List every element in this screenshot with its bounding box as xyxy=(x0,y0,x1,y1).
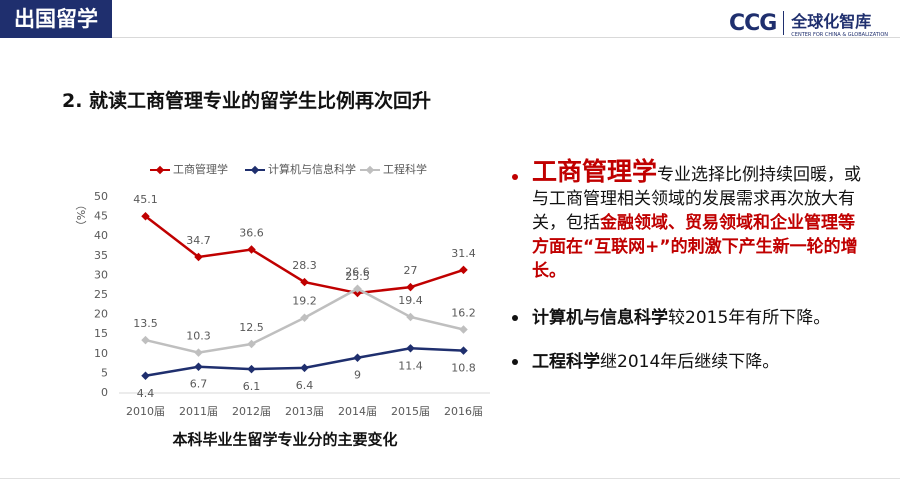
point xyxy=(300,363,309,373)
point xyxy=(353,284,362,293)
slide-title: 2. 就读工商管理专业的留学生比例再次回升 xyxy=(62,90,432,112)
logo-sep xyxy=(783,11,785,35)
y-tick-label: 20 xyxy=(94,308,108,321)
point xyxy=(194,362,203,371)
data-label: 25.5 xyxy=(345,270,370,283)
point xyxy=(300,277,309,287)
data-label: 12.5 xyxy=(239,321,264,334)
point xyxy=(459,325,468,334)
x-tick-label: 2015届 xyxy=(391,405,430,418)
logo-text: 全球化智库 CENTER FOR CHINA & GLOBALIZATION xyxy=(791,8,888,38)
data-label: 6.7 xyxy=(190,378,208,391)
data-label: 16.2 xyxy=(451,306,476,319)
point xyxy=(141,211,150,221)
logo-mark: CCG xyxy=(728,10,777,36)
point xyxy=(459,346,468,355)
y-tick-label: 40 xyxy=(94,229,108,242)
bullet: 工商管理学专业选择比例持续回暖，或与工商管理相关领域的发展需求再次放大有关，包括… xyxy=(512,157,867,283)
divider xyxy=(0,478,900,479)
y-tick-label: 30 xyxy=(94,268,108,281)
data-label: 27 xyxy=(404,264,418,277)
y-tick-label: 45 xyxy=(94,210,108,223)
data-label: 26.6 xyxy=(345,266,370,279)
y-tick-label: 5 xyxy=(101,366,108,379)
bullet-dot xyxy=(512,174,518,180)
text: 较2015年有所下降。 xyxy=(668,308,831,328)
data-label: 19.4 xyxy=(398,294,423,307)
point xyxy=(194,348,203,357)
data-label: 11.4 xyxy=(398,359,423,372)
legend-marker xyxy=(155,165,165,175)
point xyxy=(247,245,256,254)
x-tick-label: 2013届 xyxy=(285,405,324,418)
point xyxy=(141,371,150,380)
y-tick-label: 10 xyxy=(94,347,108,360)
legend-label: 工商管理学 xyxy=(173,162,228,176)
point xyxy=(141,335,150,345)
data-label: 6.1 xyxy=(243,380,261,393)
y-tick-label: 15 xyxy=(94,327,108,340)
highlight: 金融领域、贸易领域和企业管理等方面在“互联网+”的刺激下产生新一轮的增长。 xyxy=(532,213,858,281)
data-label: 4.4 xyxy=(137,387,155,400)
logo-sub: CENTER FOR CHINA & GLOBALIZATION xyxy=(791,32,888,38)
highlight: 工程科学 xyxy=(532,352,600,372)
y-tick-label: 25 xyxy=(94,288,108,301)
data-label: 13.5 xyxy=(133,317,158,330)
data-label: 9 xyxy=(354,369,361,382)
legend-label: 工程科学 xyxy=(383,162,427,176)
bullet-dot xyxy=(512,359,518,365)
y-tick-label: 0 xyxy=(101,386,108,399)
text: 继2014年后继续下降。 xyxy=(600,352,780,372)
point xyxy=(247,364,256,374)
point xyxy=(459,265,468,275)
data-label: 6.4 xyxy=(296,379,314,392)
data-label: 34.7 xyxy=(186,234,211,247)
logo-name: 全球化智库 xyxy=(791,12,872,31)
point xyxy=(353,353,362,362)
chart-title: 本科毕业生留学专业分的主要变化 xyxy=(172,431,397,449)
y-tick-label: 35 xyxy=(94,249,108,262)
text: 专业选择比例持续回暖，或与工商管理相关领域的发展需求再次放大有关，包括 xyxy=(532,165,862,233)
point xyxy=(406,344,415,353)
y-tick-label: 50 xyxy=(94,190,108,203)
y-axis-label: （%） xyxy=(74,199,87,231)
section-tag: 出国留学 xyxy=(0,0,112,38)
data-label: 28.3 xyxy=(292,259,317,272)
data-label: 31.4 xyxy=(451,247,476,260)
chart: 0 5 10 15 20 25 30 35 40 45 50 （%） 2010届 2011届 2012届 20… xyxy=(74,162,490,449)
highlight: 计算机与信息科学 xyxy=(532,308,668,328)
x-tick-label: 2012届 xyxy=(232,405,271,418)
logo: CCG 全球化智库 CENTER FOR CHINA & GLOBALIZATIO… xyxy=(728,8,888,39)
bullet-dot xyxy=(512,315,518,321)
data-label: 10.3 xyxy=(186,330,211,343)
x-tick-label: 2011届 xyxy=(179,405,218,418)
point xyxy=(247,339,256,349)
legend-marker xyxy=(250,165,260,175)
data-label: 19.2 xyxy=(292,295,317,308)
highlight: 工商管理学 xyxy=(532,157,658,186)
point xyxy=(300,313,309,322)
x-tick-label: 2016届 xyxy=(444,405,483,418)
x-tick-label: 2014届 xyxy=(338,405,377,418)
bullet: 计算机与信息科学较2015年有所下降。 xyxy=(512,306,867,330)
point xyxy=(406,282,415,292)
divider xyxy=(112,37,900,38)
bullet: 工程科学继2014年后继续下降。 xyxy=(512,350,867,374)
point xyxy=(406,312,415,322)
legend-marker xyxy=(365,165,375,175)
legend-label: 计算机与信息科学 xyxy=(268,162,356,176)
data-label: 36.6 xyxy=(239,227,264,240)
data-label: 10.8 xyxy=(451,362,476,375)
data-label: 45.1 xyxy=(133,193,158,206)
x-tick-label: 2010届 xyxy=(126,405,165,418)
